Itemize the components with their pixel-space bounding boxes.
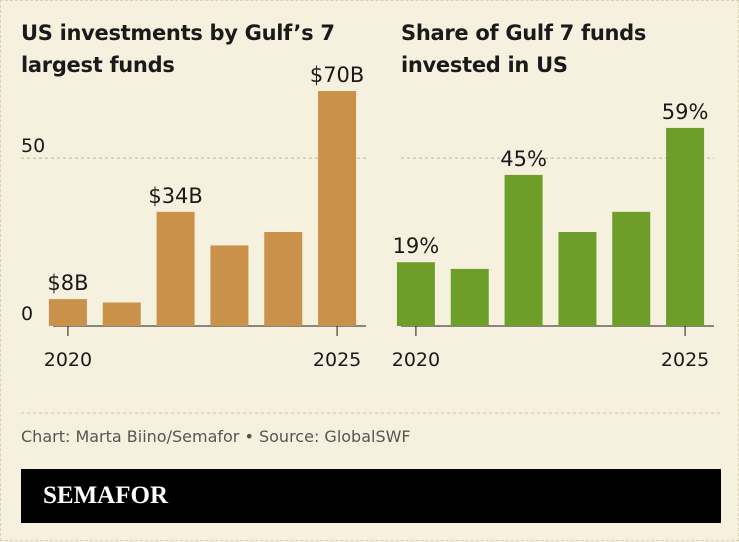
bar	[102, 302, 141, 326]
bar	[612, 211, 651, 326]
value-label: $70B	[310, 63, 365, 87]
bar	[156, 211, 195, 326]
bar	[504, 174, 543, 326]
bar	[264, 232, 303, 326]
x-tick-label: 2025	[661, 349, 709, 371]
bar	[318, 91, 357, 326]
y-tick-label: 0	[21, 303, 33, 325]
y-tick-label: 50	[21, 135, 45, 157]
credit: Chart: Marta Biino/Semafor • Source: Glo…	[21, 427, 411, 446]
x-tick-label: 2020	[44, 349, 92, 371]
bar	[48, 299, 87, 326]
bar	[558, 232, 597, 326]
bar	[210, 245, 249, 326]
chart-title: Share of Gulf 7 funds invested in US	[401, 21, 647, 77]
x-tick-label: 2020	[392, 349, 440, 371]
value-label: $34B	[148, 184, 203, 208]
value-label: 59%	[662, 100, 709, 124]
x-tick-label: 2025	[313, 349, 361, 371]
brand-bar: SEMAFOR	[21, 469, 721, 523]
value-label: 45%	[500, 147, 547, 171]
value-label: 19%	[393, 234, 440, 258]
brand: SEMAFOR	[43, 482, 168, 509]
value-label: $8B	[47, 271, 88, 295]
bar	[666, 127, 705, 326]
bar	[396, 262, 435, 326]
chart-title: US investments by Gulf’s 7 largest funds	[21, 21, 335, 77]
bar	[450, 268, 489, 326]
